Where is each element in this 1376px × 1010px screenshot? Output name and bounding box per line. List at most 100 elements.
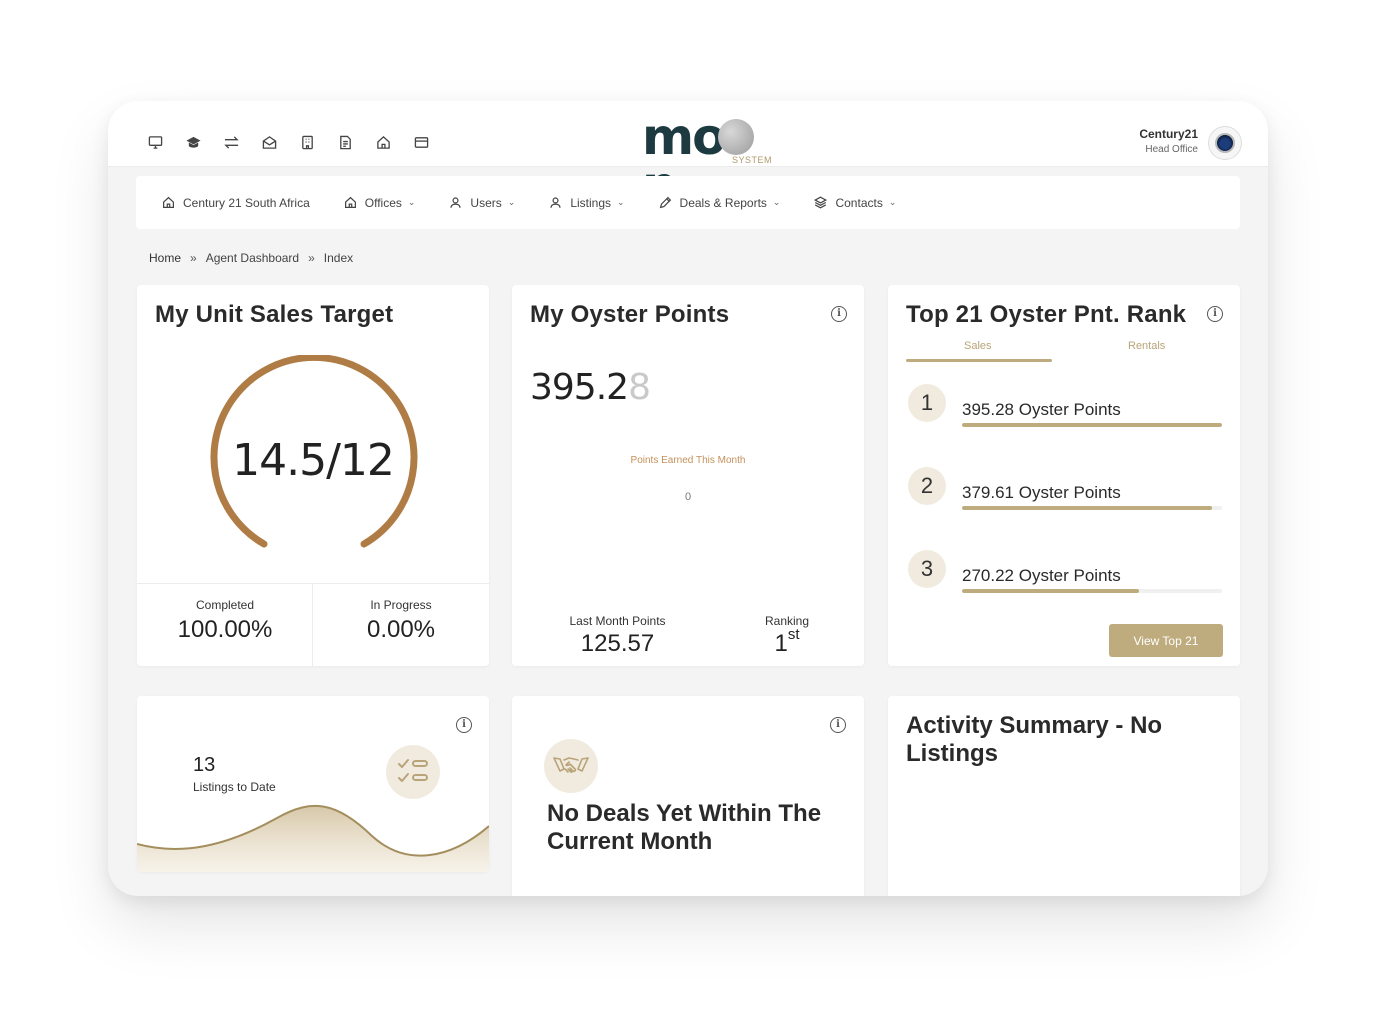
- card-title: My Oyster Points: [530, 301, 730, 328]
- card-title: My Unit Sales Target: [155, 301, 394, 328]
- listings-count: 13: [193, 754, 216, 776]
- rank-row: 3 270.22 Oyster Points: [908, 550, 1223, 600]
- account-subtitle: Head Office: [1145, 144, 1198, 155]
- monitor-icon[interactable]: [148, 133, 186, 151]
- avatar[interactable]: [1208, 126, 1242, 160]
- points-chart-value: 0: [684, 491, 692, 503]
- active-tab-indicator: [906, 359, 1052, 362]
- rank-progress-fill: [962, 589, 1139, 593]
- breadcrumb-agent-dashboard[interactable]: Agent Dashboard: [205, 251, 300, 265]
- sales-target-gauge: [210, 355, 418, 548]
- nav-label: Users: [470, 195, 502, 210]
- main-nav: Century 21 South Africa Offices ⌄ Users …: [136, 176, 1240, 229]
- divider: [312, 584, 313, 666]
- listings-wave-chart: [137, 804, 489, 872]
- user-icon: [550, 197, 561, 208]
- sales-target-value: 14.5/12: [232, 435, 395, 486]
- info-icon[interactable]: i: [831, 306, 847, 322]
- rank-row: 2 379.61 Oyster Points: [908, 467, 1223, 517]
- rank-progress-track: [962, 423, 1222, 427]
- in-progress-stat: In Progress 0.00%: [313, 598, 489, 644]
- info-icon[interactable]: i: [830, 717, 846, 733]
- nav-item-contacts[interactable]: Contacts ⌄: [814, 196, 896, 210]
- nav-label: Deals & Reports: [679, 195, 767, 210]
- home-icon[interactable]: [376, 133, 414, 151]
- user-icon: [450, 197, 461, 208]
- logo-subtitle: SYSTEM: [732, 155, 773, 165]
- info-icon[interactable]: i: [1207, 306, 1223, 322]
- top21-rank-card: Top 21 Oyster Pnt. Rank i Sales Rentals …: [888, 285, 1240, 666]
- completed-value: 100.00%: [177, 616, 273, 643]
- ranking-label: Ranking: [764, 614, 810, 628]
- moon-logo[interactable]: mon SYSTEM: [642, 112, 782, 210]
- ranking-stat: Ranking 1st: [712, 614, 862, 658]
- in-progress-label: In Progress: [370, 598, 432, 612]
- rank-progress-fill: [962, 506, 1212, 510]
- listings-to-date-card: i 13 Listings to Date: [137, 696, 489, 872]
- rank-points: 395.28 Oyster Points: [962, 400, 1121, 419]
- chevron-down-icon: ⌄: [507, 197, 516, 207]
- avatar-image: [1215, 133, 1235, 153]
- rank-number: 1: [908, 384, 946, 422]
- info-icon[interactable]: i: [456, 717, 472, 733]
- nav-item-listings[interactable]: Listings ⌄: [549, 196, 625, 210]
- rank-points: 270.22 Oyster Points: [962, 566, 1121, 585]
- breadcrumb-home[interactable]: Home: [149, 251, 182, 265]
- tab-rentals[interactable]: Rentals: [1128, 340, 1166, 352]
- last-month-value: 125.57: [580, 630, 655, 657]
- ranking-number: 1: [774, 630, 788, 657]
- activity-summary-card: Activity Summary - No Listings: [888, 696, 1240, 896]
- rank-number: 3: [908, 550, 946, 588]
- oyster-points-total: 395.28: [530, 367, 651, 408]
- logo-moon-icon: [718, 118, 755, 155]
- points-chart-label: Points Earned This Month: [630, 455, 746, 466]
- nav-item-deals-reports[interactable]: Deals & Reports ⌄: [659, 195, 781, 210]
- checklist-icon: [386, 745, 440, 799]
- completed-stat: Completed 100.00%: [137, 598, 313, 644]
- view-top21-button[interactable]: View Top 21: [1109, 624, 1223, 657]
- nav-item-century21[interactable]: Century 21 South Africa: [162, 196, 310, 210]
- rank-points: 379.61 Oyster Points: [962, 483, 1121, 502]
- nav-label: Contacts: [835, 195, 883, 210]
- breadcrumb-separator: »: [308, 251, 315, 265]
- last-month-stat: Last Month Points 125.57: [530, 614, 705, 658]
- card-title: Top 21 Oyster Pnt. Rank: [906, 301, 1187, 328]
- points-fade: 8: [628, 367, 651, 408]
- deals-card: i No Deals Yet Within The Current Month: [512, 696, 864, 896]
- chevron-down-icon: ⌄: [407, 197, 416, 207]
- nav-item-offices[interactable]: Offices ⌄: [344, 195, 416, 210]
- last-month-label: Last Month Points: [569, 614, 666, 628]
- mail-open-icon[interactable]: [262, 133, 300, 151]
- tab-sales[interactable]: Sales: [964, 340, 992, 352]
- chevron-down-icon: ⌄: [888, 197, 897, 207]
- no-deals-message: No Deals Yet Within The Current Month: [547, 800, 822, 855]
- ranking-suffix: st: [787, 626, 800, 643]
- chevron-down-icon: ⌄: [772, 197, 781, 207]
- activity-summary-title: Activity Summary - No Listings: [906, 712, 1163, 767]
- listings-label: Listings to Date: [193, 780, 276, 794]
- graduation-cap-icon[interactable]: [186, 133, 224, 151]
- document-icon[interactable]: [338, 133, 376, 151]
- rank-progress-fill: [962, 423, 1222, 427]
- home-icon: [344, 196, 356, 208]
- rank-progress-track: [962, 506, 1222, 510]
- unit-sales-target-card: My Unit Sales Target 14.5/12 Completed 1…: [137, 285, 489, 666]
- ranking-value: 1st: [712, 626, 862, 658]
- app-window: mon SYSTEM Century21 Head Office Century…: [108, 101, 1268, 896]
- breadcrumb-index: Index: [323, 251, 354, 265]
- divider: [137, 583, 489, 584]
- nav-label: Offices: [364, 195, 402, 210]
- top-icon-toolbar: [148, 133, 452, 151]
- nav-item-users[interactable]: Users ⌄: [449, 196, 515, 210]
- home-icon: [163, 196, 174, 208]
- chevron-down-icon: ⌄: [617, 197, 625, 207]
- pencil-icon: [659, 196, 671, 209]
- in-progress-value: 0.00%: [366, 616, 436, 643]
- transfer-icon[interactable]: [224, 133, 262, 151]
- completed-label: Completed: [195, 598, 255, 612]
- handshake-icon: [544, 739, 598, 793]
- top-bar: mon SYSTEM Century21 Head Office: [108, 101, 1268, 210]
- building-icon[interactable]: [300, 133, 338, 151]
- card-icon[interactable]: [414, 133, 452, 151]
- account-menu[interactable]: Century21 Head Office: [1139, 127, 1198, 155]
